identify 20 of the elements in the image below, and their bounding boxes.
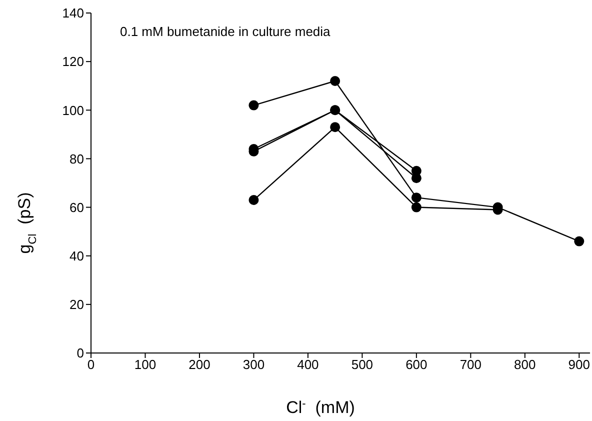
y-tick-label: 20 bbox=[70, 297, 84, 312]
y-tick-label: 80 bbox=[70, 151, 84, 166]
x-tick-label: 100 bbox=[134, 357, 156, 372]
y-tick-label: 120 bbox=[62, 54, 84, 70]
x-axis-title: Cl$^{-}$ (mM) bbox=[286, 398, 355, 417]
y-tick-label: 140 bbox=[62, 6, 84, 21]
y-tick-label: 40 bbox=[70, 248, 84, 264]
x-tick-label: 700 bbox=[460, 357, 482, 372]
y-tick-label: 0 bbox=[76, 346, 84, 361]
x-tick-label: 200 bbox=[188, 357, 210, 372]
y-tick-label: 60 bbox=[70, 200, 84, 215]
x-tick-label: 500 bbox=[351, 357, 374, 372]
x-tick-label: 300 bbox=[242, 357, 265, 372]
x-tick-label: 800 bbox=[514, 357, 536, 372]
y-tick-label: 100 bbox=[62, 102, 84, 118]
x-tick-label: 0 bbox=[87, 357, 95, 372]
x-tick-label: 600 bbox=[406, 357, 428, 372]
x-tick-label: 900 bbox=[568, 357, 590, 372]
annotation: 0.1 mM bumetanide in culture media bbox=[120, 24, 330, 39]
x-tick-label: 400 bbox=[297, 357, 319, 372]
